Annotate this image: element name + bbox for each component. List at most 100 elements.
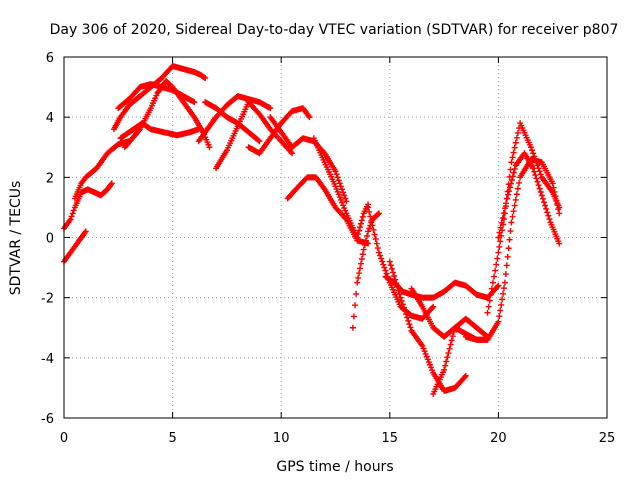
data-point xyxy=(396,291,403,298)
data-point xyxy=(556,204,563,211)
data-point xyxy=(541,199,548,206)
data-point xyxy=(539,195,546,202)
series-arc-2 xyxy=(61,180,115,232)
data-point xyxy=(530,165,537,172)
data-point xyxy=(388,265,395,272)
data-point xyxy=(369,222,376,229)
data-point xyxy=(356,270,363,277)
data-point xyxy=(505,191,512,198)
data-point xyxy=(335,191,342,198)
data-point xyxy=(363,232,370,239)
marks-layer xyxy=(61,63,563,397)
data-point xyxy=(357,265,364,272)
data-point xyxy=(430,303,437,310)
data-point xyxy=(543,205,550,212)
data-point xyxy=(529,147,536,154)
data-point xyxy=(337,196,344,203)
data-point xyxy=(512,196,519,203)
x-tick-label: 15 xyxy=(382,431,399,446)
data-point xyxy=(365,228,372,235)
data-point xyxy=(377,252,384,259)
data-point xyxy=(353,290,360,297)
series-arc-22 xyxy=(484,120,563,316)
data-point xyxy=(492,267,499,274)
data-point xyxy=(462,372,469,379)
data-point xyxy=(334,174,341,181)
data-point xyxy=(356,227,363,234)
data-point xyxy=(380,261,387,268)
data-point xyxy=(495,282,502,289)
data-point xyxy=(499,214,506,221)
data-point xyxy=(339,199,346,206)
data-point xyxy=(405,317,412,324)
data-point xyxy=(393,280,400,287)
data-point xyxy=(546,216,553,223)
data-point xyxy=(392,276,399,283)
data-point xyxy=(136,127,143,134)
data-point xyxy=(374,245,381,252)
data-point xyxy=(510,208,517,215)
data-point xyxy=(532,156,539,163)
data-point xyxy=(497,238,504,245)
data-point xyxy=(387,262,394,269)
data-point xyxy=(511,144,518,151)
data-point xyxy=(536,168,543,175)
data-point xyxy=(256,138,263,145)
data-point xyxy=(422,350,429,357)
data-point xyxy=(497,224,504,231)
data-point xyxy=(544,209,551,216)
data-point xyxy=(535,182,542,189)
data-point xyxy=(404,314,411,321)
x-tick-label: 20 xyxy=(490,431,507,446)
data-point xyxy=(501,205,508,212)
data-point xyxy=(538,192,545,199)
data-point xyxy=(533,175,540,182)
data-point xyxy=(498,301,505,308)
data-point xyxy=(381,264,388,271)
data-point xyxy=(362,237,369,244)
data-point xyxy=(509,154,516,161)
data-point xyxy=(398,297,405,304)
data-point xyxy=(449,333,456,340)
data-point xyxy=(425,359,432,366)
data-point xyxy=(305,112,312,119)
data-point xyxy=(508,159,515,166)
data-point xyxy=(361,242,368,249)
data-point xyxy=(340,202,347,209)
data-point xyxy=(508,177,515,184)
data-point xyxy=(336,194,343,201)
data-point xyxy=(484,309,491,316)
data-point xyxy=(399,301,406,308)
x-tick-label: 5 xyxy=(168,431,176,446)
data-point xyxy=(365,204,372,211)
data-point xyxy=(489,279,496,286)
series-arc-8 xyxy=(195,93,274,145)
y-tick-label: 6 xyxy=(46,51,54,66)
data-point xyxy=(536,185,543,192)
data-point xyxy=(419,342,426,349)
x-tick-label: 10 xyxy=(273,431,290,446)
data-point xyxy=(402,307,409,314)
y-tick-label: 2 xyxy=(46,171,54,186)
data-point xyxy=(505,245,512,252)
data-point xyxy=(81,229,88,236)
data-point xyxy=(534,178,541,185)
y-tick-label: 4 xyxy=(46,111,54,126)
data-point xyxy=(366,225,373,232)
data-point xyxy=(504,253,511,260)
data-point xyxy=(534,162,541,169)
data-point xyxy=(500,285,507,292)
data-point xyxy=(337,183,344,190)
data-point xyxy=(514,129,521,136)
data-point xyxy=(531,168,538,175)
data-point xyxy=(509,213,516,220)
data-point xyxy=(487,291,494,298)
data-point xyxy=(507,180,514,187)
data-point xyxy=(397,294,404,301)
data-point xyxy=(531,153,538,160)
data-point xyxy=(428,364,435,371)
data-point xyxy=(333,171,340,178)
data-point xyxy=(378,255,385,262)
data-point xyxy=(503,262,510,269)
